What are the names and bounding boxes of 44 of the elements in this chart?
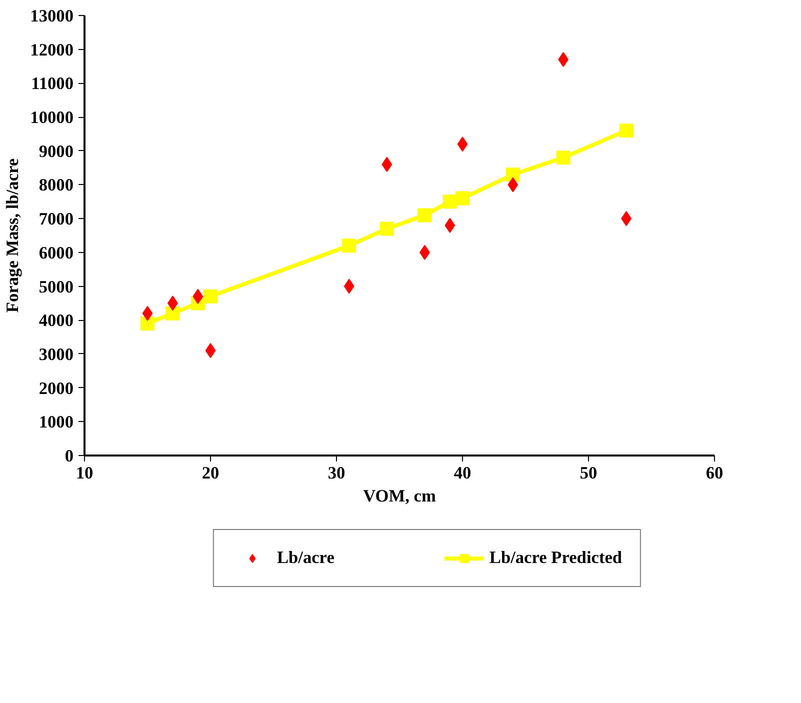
x-tick-label: 30 xyxy=(328,464,346,482)
point xyxy=(508,177,518,192)
point xyxy=(192,288,204,304)
point xyxy=(142,306,153,321)
point xyxy=(506,168,520,182)
y-tick-label: 7000 xyxy=(38,210,74,229)
x-tick-label: 60 xyxy=(706,464,724,482)
point xyxy=(204,289,218,304)
y-tick-label: 5000 xyxy=(38,277,74,296)
y-tick-label: 6000 xyxy=(38,243,74,262)
x-tick-label: 50 xyxy=(580,464,598,482)
point xyxy=(619,124,634,138)
point xyxy=(166,306,180,320)
y-tick-label: 9000 xyxy=(38,142,74,161)
point xyxy=(205,343,216,358)
point xyxy=(140,316,154,330)
y-tick-label: 3000 xyxy=(38,344,74,364)
y-tick-label: 12000 xyxy=(30,40,74,60)
y-tick-label: 10000 xyxy=(30,108,74,128)
y-tick-label: 4000 xyxy=(38,311,74,330)
x-tick-label: 10 xyxy=(76,464,94,482)
point xyxy=(344,278,354,294)
point xyxy=(418,208,432,222)
y-tick-label: 0 xyxy=(64,446,74,466)
point xyxy=(556,150,570,165)
point xyxy=(558,52,568,67)
y-tick-label: 1000 xyxy=(38,412,74,432)
y-tick-label: 13000 xyxy=(30,6,74,26)
y-axis-title: Forage Mass, lb/acre xyxy=(3,158,22,313)
y-tick-label: 11000 xyxy=(31,74,74,94)
x-tick-label: 20 xyxy=(202,464,220,482)
y-tick-label: 8000 xyxy=(38,176,74,195)
legend-label: Lb/acre xyxy=(276,548,334,568)
x-axis-title: VOM, cm xyxy=(363,486,436,506)
y-tick-label: 2000 xyxy=(38,378,74,398)
x-tick-label: 40 xyxy=(454,464,472,482)
legend-label: Lb/acre Predicted xyxy=(489,548,622,568)
point xyxy=(380,222,394,236)
point xyxy=(342,238,356,253)
point xyxy=(444,218,456,233)
point xyxy=(442,194,457,209)
point xyxy=(457,136,468,152)
point xyxy=(382,156,392,172)
point xyxy=(456,191,470,206)
